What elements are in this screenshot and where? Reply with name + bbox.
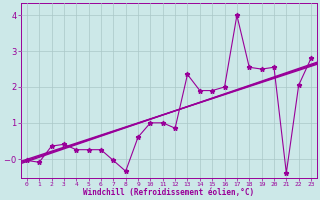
X-axis label: Windchill (Refroidissement éolien,°C): Windchill (Refroidissement éolien,°C) bbox=[84, 188, 254, 197]
